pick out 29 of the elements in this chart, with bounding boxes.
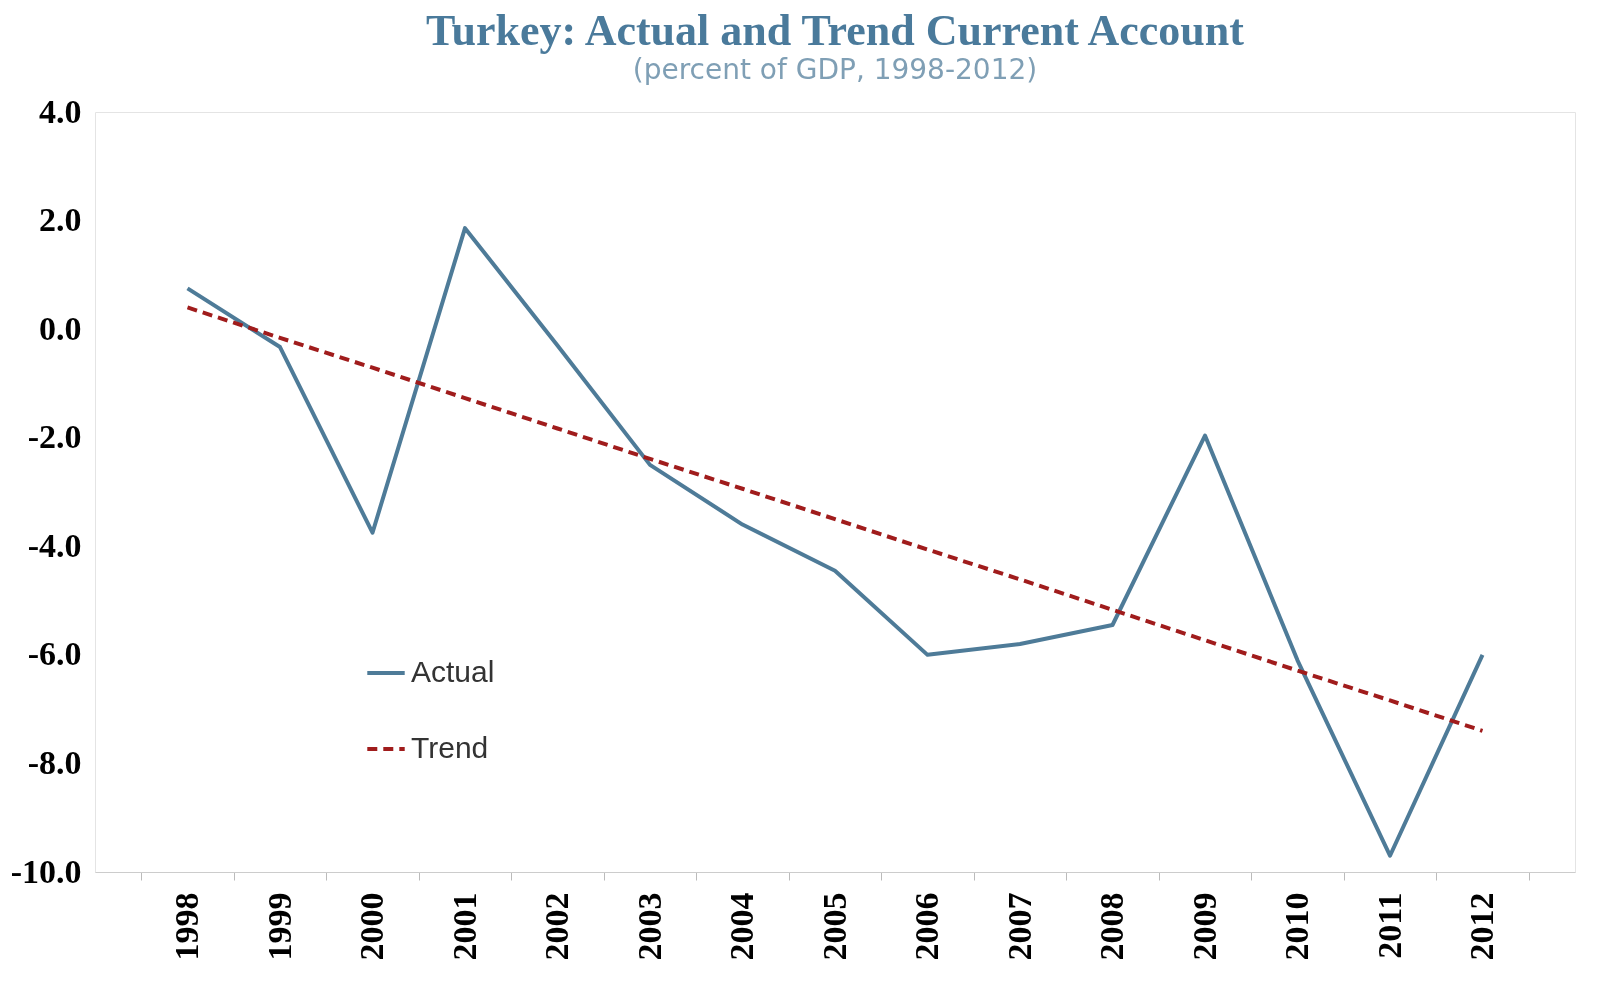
x-tick-label: 1999	[260, 892, 298, 961]
x-tick-label: 2008	[1093, 892, 1130, 961]
y-tick-label: -4.0	[27, 526, 82, 564]
y-tick-label: -10.0	[10, 852, 82, 890]
x-tick-label: 2006	[908, 892, 945, 961]
x-tick-label: 2007	[1000, 892, 1038, 961]
chart-subtitle: (percent of GDP, 1998-2012)	[632, 53, 1038, 86]
legend-label: Trend	[411, 731, 489, 764]
line-series	[185, 226, 1485, 858]
x-tick-label: 2011	[1370, 892, 1408, 959]
chart-title: Turkey: Actual and Trend Current Account	[426, 6, 1245, 55]
x-tick-label: 2012	[1463, 892, 1500, 961]
y-tick-label: 0.0	[39, 309, 82, 347]
y-tick-label: -6.0	[27, 635, 82, 673]
line-series	[185, 305, 1485, 733]
x-tick-label: 2004	[723, 892, 760, 961]
y-tick-label: -2.0	[27, 418, 82, 456]
x-tick-label: 1998	[168, 892, 205, 961]
x-tick-label: 2005	[815, 892, 853, 961]
y-tick-label: 2.0	[39, 201, 82, 239]
x-tick-label: 2000	[353, 892, 390, 961]
x-tick-label: 2002	[538, 892, 575, 961]
x-tick-label: 2001	[445, 892, 483, 961]
y-tick-label: 4.0	[39, 92, 82, 130]
x-tick-label: 2003	[630, 892, 668, 961]
x-tick-label: 2009	[1185, 892, 1223, 961]
x-tick-label: 2010	[1278, 892, 1315, 961]
y-tick-label: -8.0	[27, 743, 82, 781]
legend-label: Actual	[411, 655, 495, 688]
